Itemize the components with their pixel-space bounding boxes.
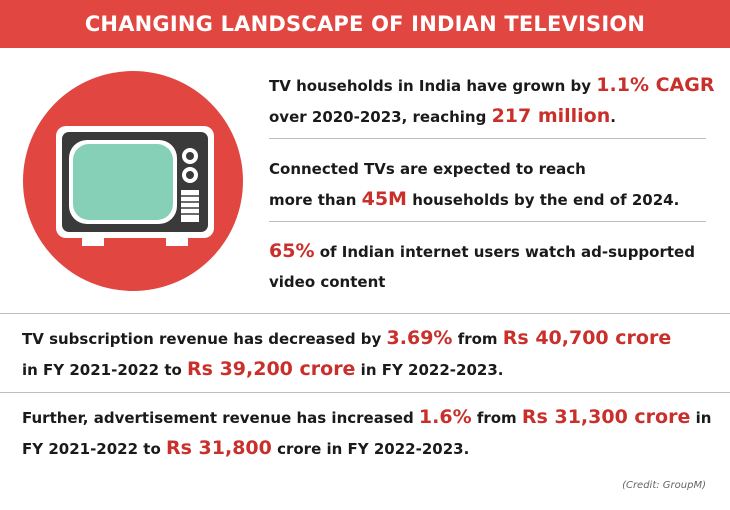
fact-internet-users: 65% of Indian internet users watch ad-su… (269, 236, 709, 297)
fact-text: video content (269, 273, 386, 291)
fact-text: over 2020-2023, reaching (269, 108, 492, 126)
highlight-amount: Rs 31,300 crore (521, 406, 691, 428)
para-text: in FY 2022-2023. (355, 361, 504, 379)
highlight-percentage: 65% (269, 240, 315, 262)
fact-text: TV households in India have grown by (269, 77, 597, 95)
divider (269, 138, 706, 139)
fact-line: video content (269, 267, 709, 297)
para-text: from (452, 330, 503, 348)
para-text: Further, advertisement revenue has incre… (22, 409, 419, 427)
para-text: in (690, 409, 712, 427)
tv-knob-bottom-center (186, 171, 194, 179)
divider (0, 392, 730, 393)
tv-leg-left (82, 238, 104, 246)
divider (0, 313, 730, 314)
fact-line: more than 45M households by the end of 2… (269, 184, 709, 215)
fact-line: 65% of Indian internet users watch ad-su… (269, 236, 709, 267)
fact-tv-households: TV households in India have grown by 1.1… (269, 70, 714, 132)
fact-text: . (610, 108, 616, 126)
paragraph-ad-revenue: Further, advertisement revenue has incre… (22, 402, 722, 464)
para-line: in FY 2021-2022 to Rs 39,200 crore in FY… (22, 354, 722, 385)
highlight-amount: Rs 31,800 (165, 437, 272, 459)
divider (269, 221, 706, 222)
highlight-amount: Rs 39,200 crore (187, 358, 356, 380)
fact-line: Connected TVs are expected to reach (269, 154, 709, 184)
highlight-decrease: 3.69% (386, 327, 453, 349)
highlight-increase: 1.6% (418, 406, 472, 428)
highlight-connected-tvs: 45M (361, 188, 407, 210)
tv-knob-top-center (186, 152, 194, 160)
para-text: TV subscription revenue has decreased by (22, 330, 387, 348)
retro-tv-icon (23, 71, 243, 291)
para-line: FY 2021-2022 to Rs 31,800 crore in FY 20… (22, 433, 722, 464)
highlight-cagr: 1.1% CAGR (596, 74, 715, 96)
para-text: crore in FY 2022-2023. (271, 440, 470, 458)
page-title: CHANGING LANDSCAPE OF INDIAN TELEVISION (84, 12, 646, 36)
fact-text: Connected TVs are expected to reach (269, 160, 586, 178)
fact-line: over 2020-2023, reaching 217 million. (269, 101, 709, 132)
tv-leg-right (166, 238, 188, 246)
highlight-amount: Rs 40,700 crore (502, 327, 672, 349)
fact-text: of Indian internet users watch ad-suppor… (314, 243, 695, 261)
fact-text: more than (269, 191, 362, 209)
para-text: FY 2021-2022 to (22, 440, 166, 458)
highlight-households: 217 million (491, 105, 611, 127)
para-line: Further, advertisement revenue has incre… (22, 402, 722, 433)
para-text: from (471, 409, 522, 427)
fact-line: TV households in India have grown by 1.1… (269, 70, 714, 101)
para-line: TV subscription revenue has decreased by… (22, 323, 722, 354)
paragraph-subscription-revenue: TV subscription revenue has decreased by… (22, 323, 722, 385)
tv-speaker (181, 190, 199, 222)
tv-screen (73, 144, 173, 220)
fact-connected-tvs: Connected TVs are expected to reach more… (269, 154, 709, 215)
fact-text: households by the end of 2024. (406, 191, 680, 209)
para-text: in FY 2021-2022 to (22, 361, 188, 379)
credit-note: (Credit: GroupM) (622, 480, 706, 491)
title-banner: CHANGING LANDSCAPE OF INDIAN TELEVISION (0, 0, 730, 48)
